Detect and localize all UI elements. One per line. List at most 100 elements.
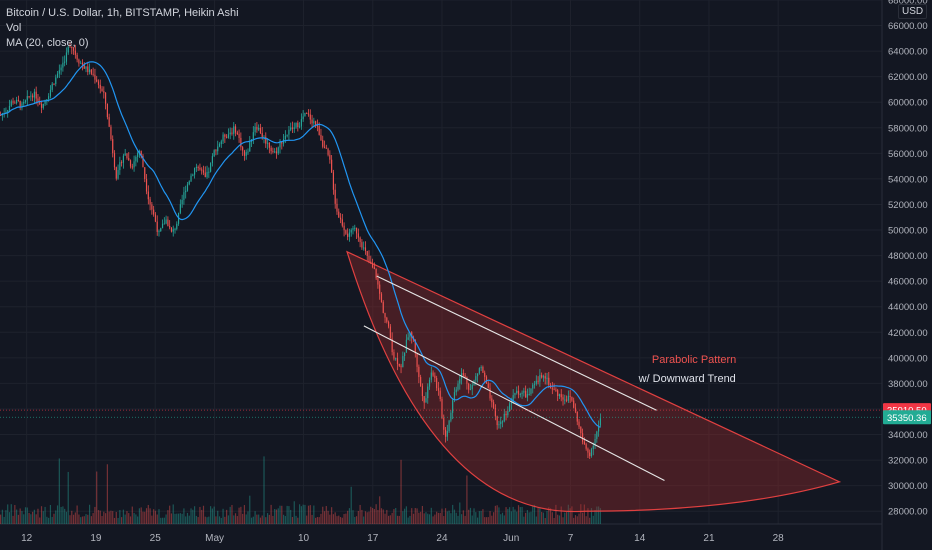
- volume-bar: [450, 513, 452, 524]
- volume-bar: [395, 507, 397, 524]
- volume-bar: [145, 508, 148, 524]
- candle-body: [500, 421, 502, 425]
- candle-body: [238, 134, 240, 138]
- volume-bar: [142, 511, 144, 524]
- volume-bar: [101, 516, 103, 524]
- volume-bar: [112, 511, 114, 524]
- volume-bar: [288, 506, 290, 524]
- candle-body: [119, 162, 121, 171]
- price-tick-label: 38000.00: [888, 379, 928, 390]
- volume-bar: [589, 517, 591, 524]
- ma-indicator-label[interactable]: MA (20, close, 0): [6, 37, 89, 49]
- candle-body: [366, 250, 368, 256]
- volume-bar: [243, 505, 246, 524]
- volume-bar: [523, 516, 525, 524]
- volume-bar: [238, 507, 240, 524]
- candle-body: [496, 416, 498, 426]
- volume-bar: [81, 516, 84, 524]
- volume-bar: [546, 510, 548, 524]
- volume-bar: [299, 504, 301, 524]
- candle-body: [279, 142, 281, 148]
- volume-bar: [254, 511, 256, 524]
- volume-bar: [493, 512, 495, 524]
- candle-body: [51, 83, 53, 90]
- candle-body: [535, 380, 537, 384]
- volume-bar: [476, 517, 479, 524]
- candle-body: [172, 229, 174, 232]
- volume-bar: [421, 505, 423, 524]
- volume-bar: [24, 507, 27, 524]
- annotations: Parabolic Pattern w/ Downward Trend: [638, 354, 737, 385]
- volume-bar: [226, 509, 228, 524]
- candle-body: [521, 392, 523, 395]
- candle-body: [16, 99, 18, 104]
- candle-body: [404, 352, 406, 357]
- volume-bar: [122, 509, 124, 524]
- candle-body: [587, 448, 589, 453]
- candle-body: [154, 214, 157, 222]
- candle-body: [443, 418, 445, 430]
- volume-bar: [585, 516, 587, 524]
- candle-body: [590, 449, 593, 457]
- candle-body: [523, 390, 525, 393]
- volume-bar: [528, 512, 530, 524]
- volume-bar: [498, 507, 500, 524]
- candle-body: [331, 159, 333, 173]
- volume-bar: [423, 513, 425, 524]
- candle-body: [530, 388, 532, 395]
- time-tick-label: 19: [90, 533, 102, 544]
- candle-body: [598, 425, 600, 432]
- time-tick-label: Jun: [503, 533, 519, 544]
- candle-body: [464, 375, 466, 378]
- volume-bar: [87, 514, 89, 524]
- candle-body: [284, 135, 286, 140]
- candle-body: [482, 366, 484, 373]
- volume-bar: [307, 505, 310, 524]
- volume-bar: [263, 456, 265, 524]
- volume-bar: [318, 517, 320, 524]
- candle-body: [176, 223, 178, 229]
- volume-indicator-label[interactable]: Vol: [6, 22, 22, 34]
- candle-body: [101, 88, 103, 92]
- volume-bar: [201, 509, 203, 524]
- candle-body: [302, 116, 304, 120]
- volume-bar: [571, 506, 573, 524]
- candle-body: [281, 142, 283, 144]
- volume-bar: [564, 512, 566, 524]
- candle-body: [400, 365, 402, 368]
- candle-body: [585, 444, 587, 449]
- volume-bar: [17, 514, 19, 524]
- candle-body: [325, 147, 327, 149]
- candle-body: [354, 227, 356, 229]
- volume-bar: [590, 508, 593, 524]
- candle-body: [571, 396, 573, 401]
- volume-bar: [204, 516, 206, 524]
- volume-bar: [533, 504, 536, 524]
- volume-bar: [224, 516, 226, 524]
- volume-bar: [553, 517, 555, 524]
- volume-bar: [452, 504, 454, 524]
- volume-bar: [272, 515, 274, 524]
- volume-bar: [126, 511, 128, 524]
- volume-bar: [179, 513, 181, 524]
- volume-bar: [455, 512, 457, 524]
- volume-bar: [371, 507, 374, 524]
- volume-bar: [430, 507, 432, 524]
- candle-body: [352, 228, 354, 230]
- candle-body: [491, 398, 493, 403]
- symbol-title[interactable]: Bitcoin / U.S. Dollar, 1h, BITSTAMP, Hei…: [6, 7, 239, 19]
- volume-bar: [480, 510, 482, 524]
- candle-body: [265, 136, 267, 144]
- candle-body: [249, 141, 251, 152]
- volume-bar: [124, 514, 126, 524]
- candle-body: [24, 100, 27, 102]
- volume-bar: [368, 511, 370, 524]
- volume-bar: [453, 509, 456, 524]
- time-tick-label: 7: [568, 533, 574, 544]
- candle-body: [382, 302, 384, 313]
- currency-label[interactable]: USD: [898, 4, 928, 19]
- volume-bar: [210, 506, 212, 524]
- volume-bar: [190, 508, 192, 524]
- candle-body: [92, 73, 94, 75]
